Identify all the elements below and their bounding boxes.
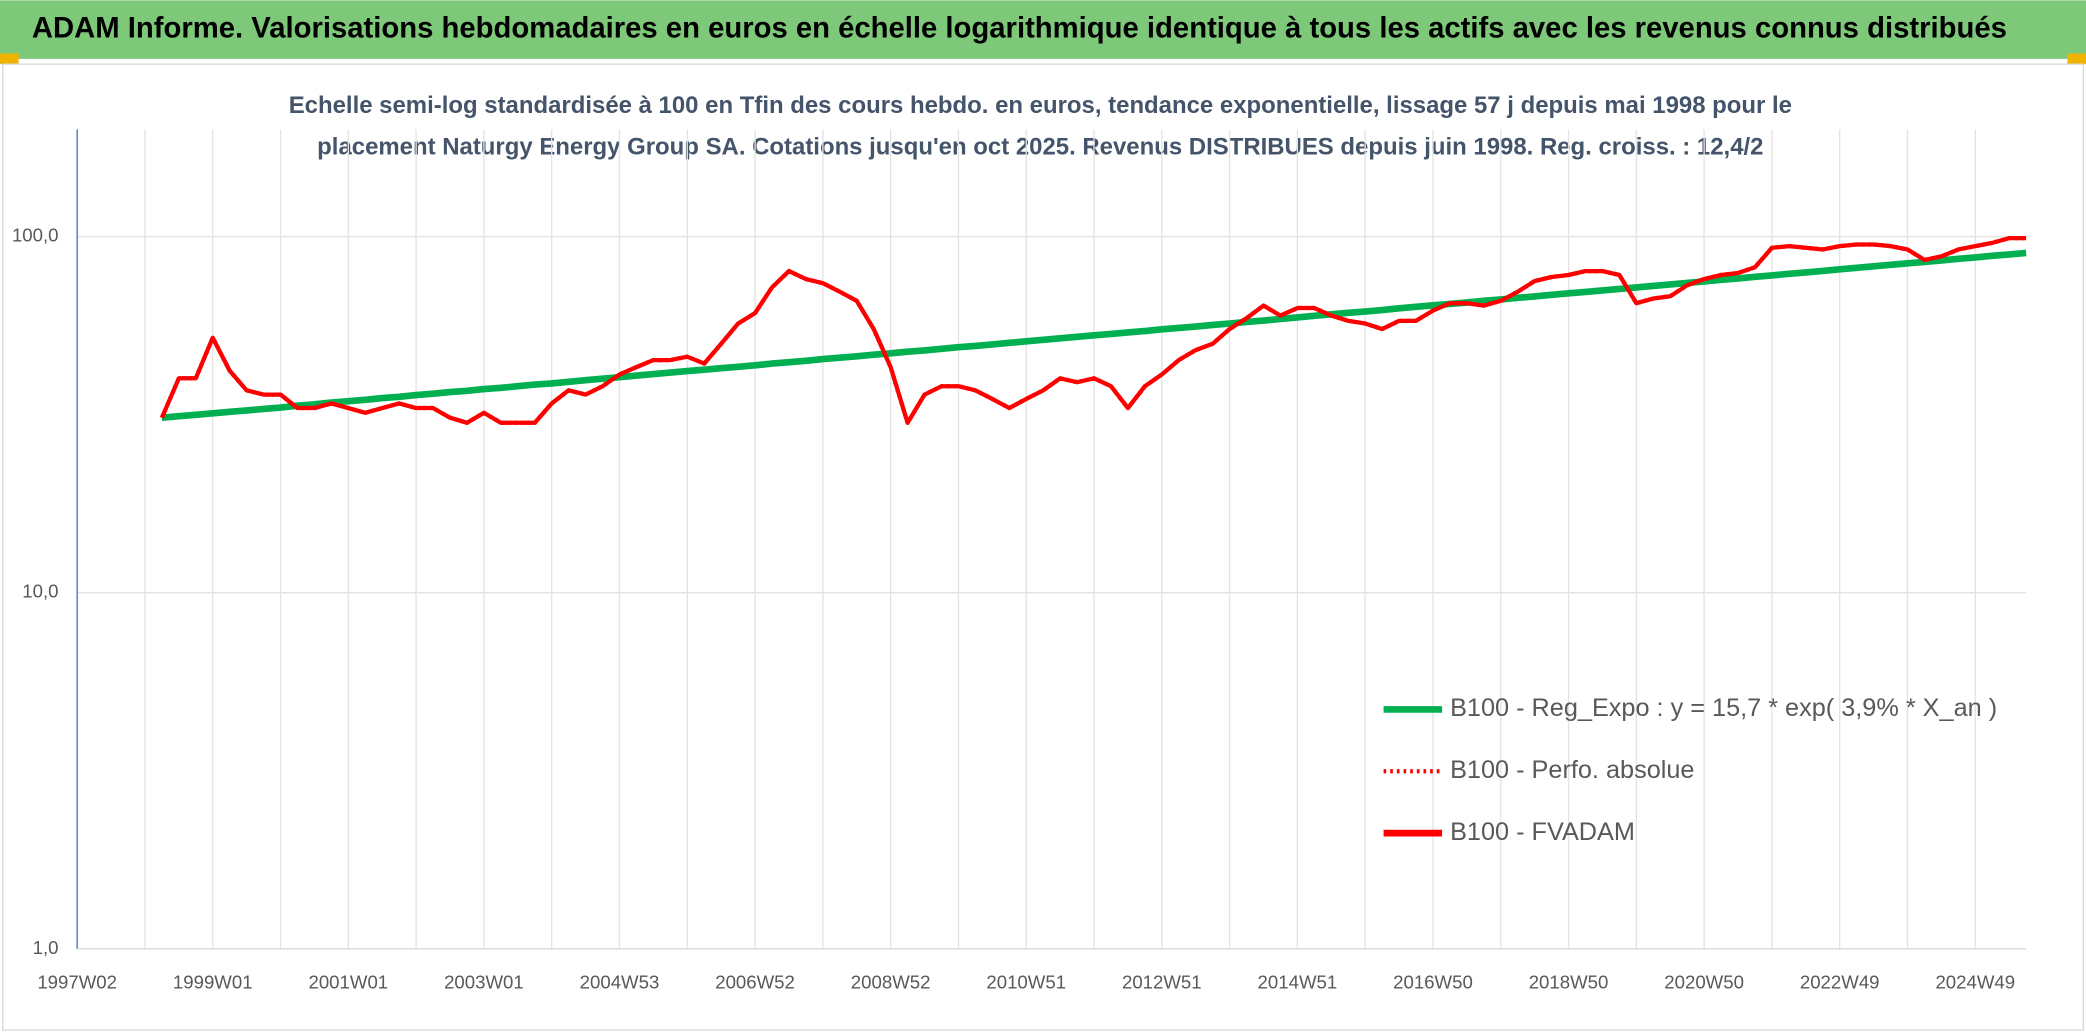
- x-tick-label: 2001W01: [308, 971, 388, 992]
- chart-frame: [1, 63, 2085, 1031]
- x-tick-label: 2014W51: [1258, 971, 1338, 992]
- x-tick-label: 2022W49: [1800, 971, 1880, 992]
- x-tick-label: 2024W49: [1935, 971, 2015, 992]
- x-tick-label: 2003W01: [444, 971, 524, 992]
- header-bar: [0, 0, 2086, 59]
- x-tick-label: 2006W52: [715, 971, 795, 992]
- plot: [159, 236, 2027, 425]
- grid: 1997W02 1999W01 2001W01 2003W01 2004W53 2006W…: [12, 129, 2027, 992]
- legend: B100 - Reg_Expo : y = 15,7 * exp( 3,9% *…: [1383, 694, 1997, 846]
- x-tick-label: 2008W52: [851, 971, 931, 992]
- y-tick-label: 10,0: [22, 581, 58, 602]
- legend-label: B100 - Reg_Expo : y = 15,7 * exp( 3,9% *…: [1450, 694, 1997, 722]
- chart-subtitle: Echelle semi-log standardisée à 100 en T…: [289, 92, 1792, 119]
- legend-label: B100 - Perfo. absolue: [1450, 756, 1694, 784]
- x-tick-label: 2010W51: [986, 971, 1066, 992]
- x-tick-label: 2004W53: [580, 971, 660, 992]
- y-tick-label: 100,0: [12, 224, 59, 245]
- corner: [0, 53, 19, 65]
- x-tick-label: 2018W50: [1529, 971, 1609, 992]
- x-tick-label: 2016W50: [1393, 971, 1473, 992]
- x-tick-label: 2020W50: [1664, 971, 1744, 992]
- chart-title: ADAM Informe. Valorisations hebdomadaire…: [32, 12, 2007, 44]
- y-tick-label: 1,0: [33, 937, 59, 958]
- x-tick-label: 2012W51: [1122, 971, 1202, 992]
- chart-subtitle: placement Naturgy Energy Group SA. Cotat…: [317, 133, 1763, 160]
- series-line: [161, 249, 2027, 422]
- series-line: [159, 236, 2027, 425]
- x-tick-label: 1997W02: [37, 971, 117, 992]
- x-tick-label: 1999W01: [173, 971, 253, 992]
- legend-label: B100 - FVADAM: [1450, 818, 1635, 846]
- corner: [2067, 53, 2086, 65]
